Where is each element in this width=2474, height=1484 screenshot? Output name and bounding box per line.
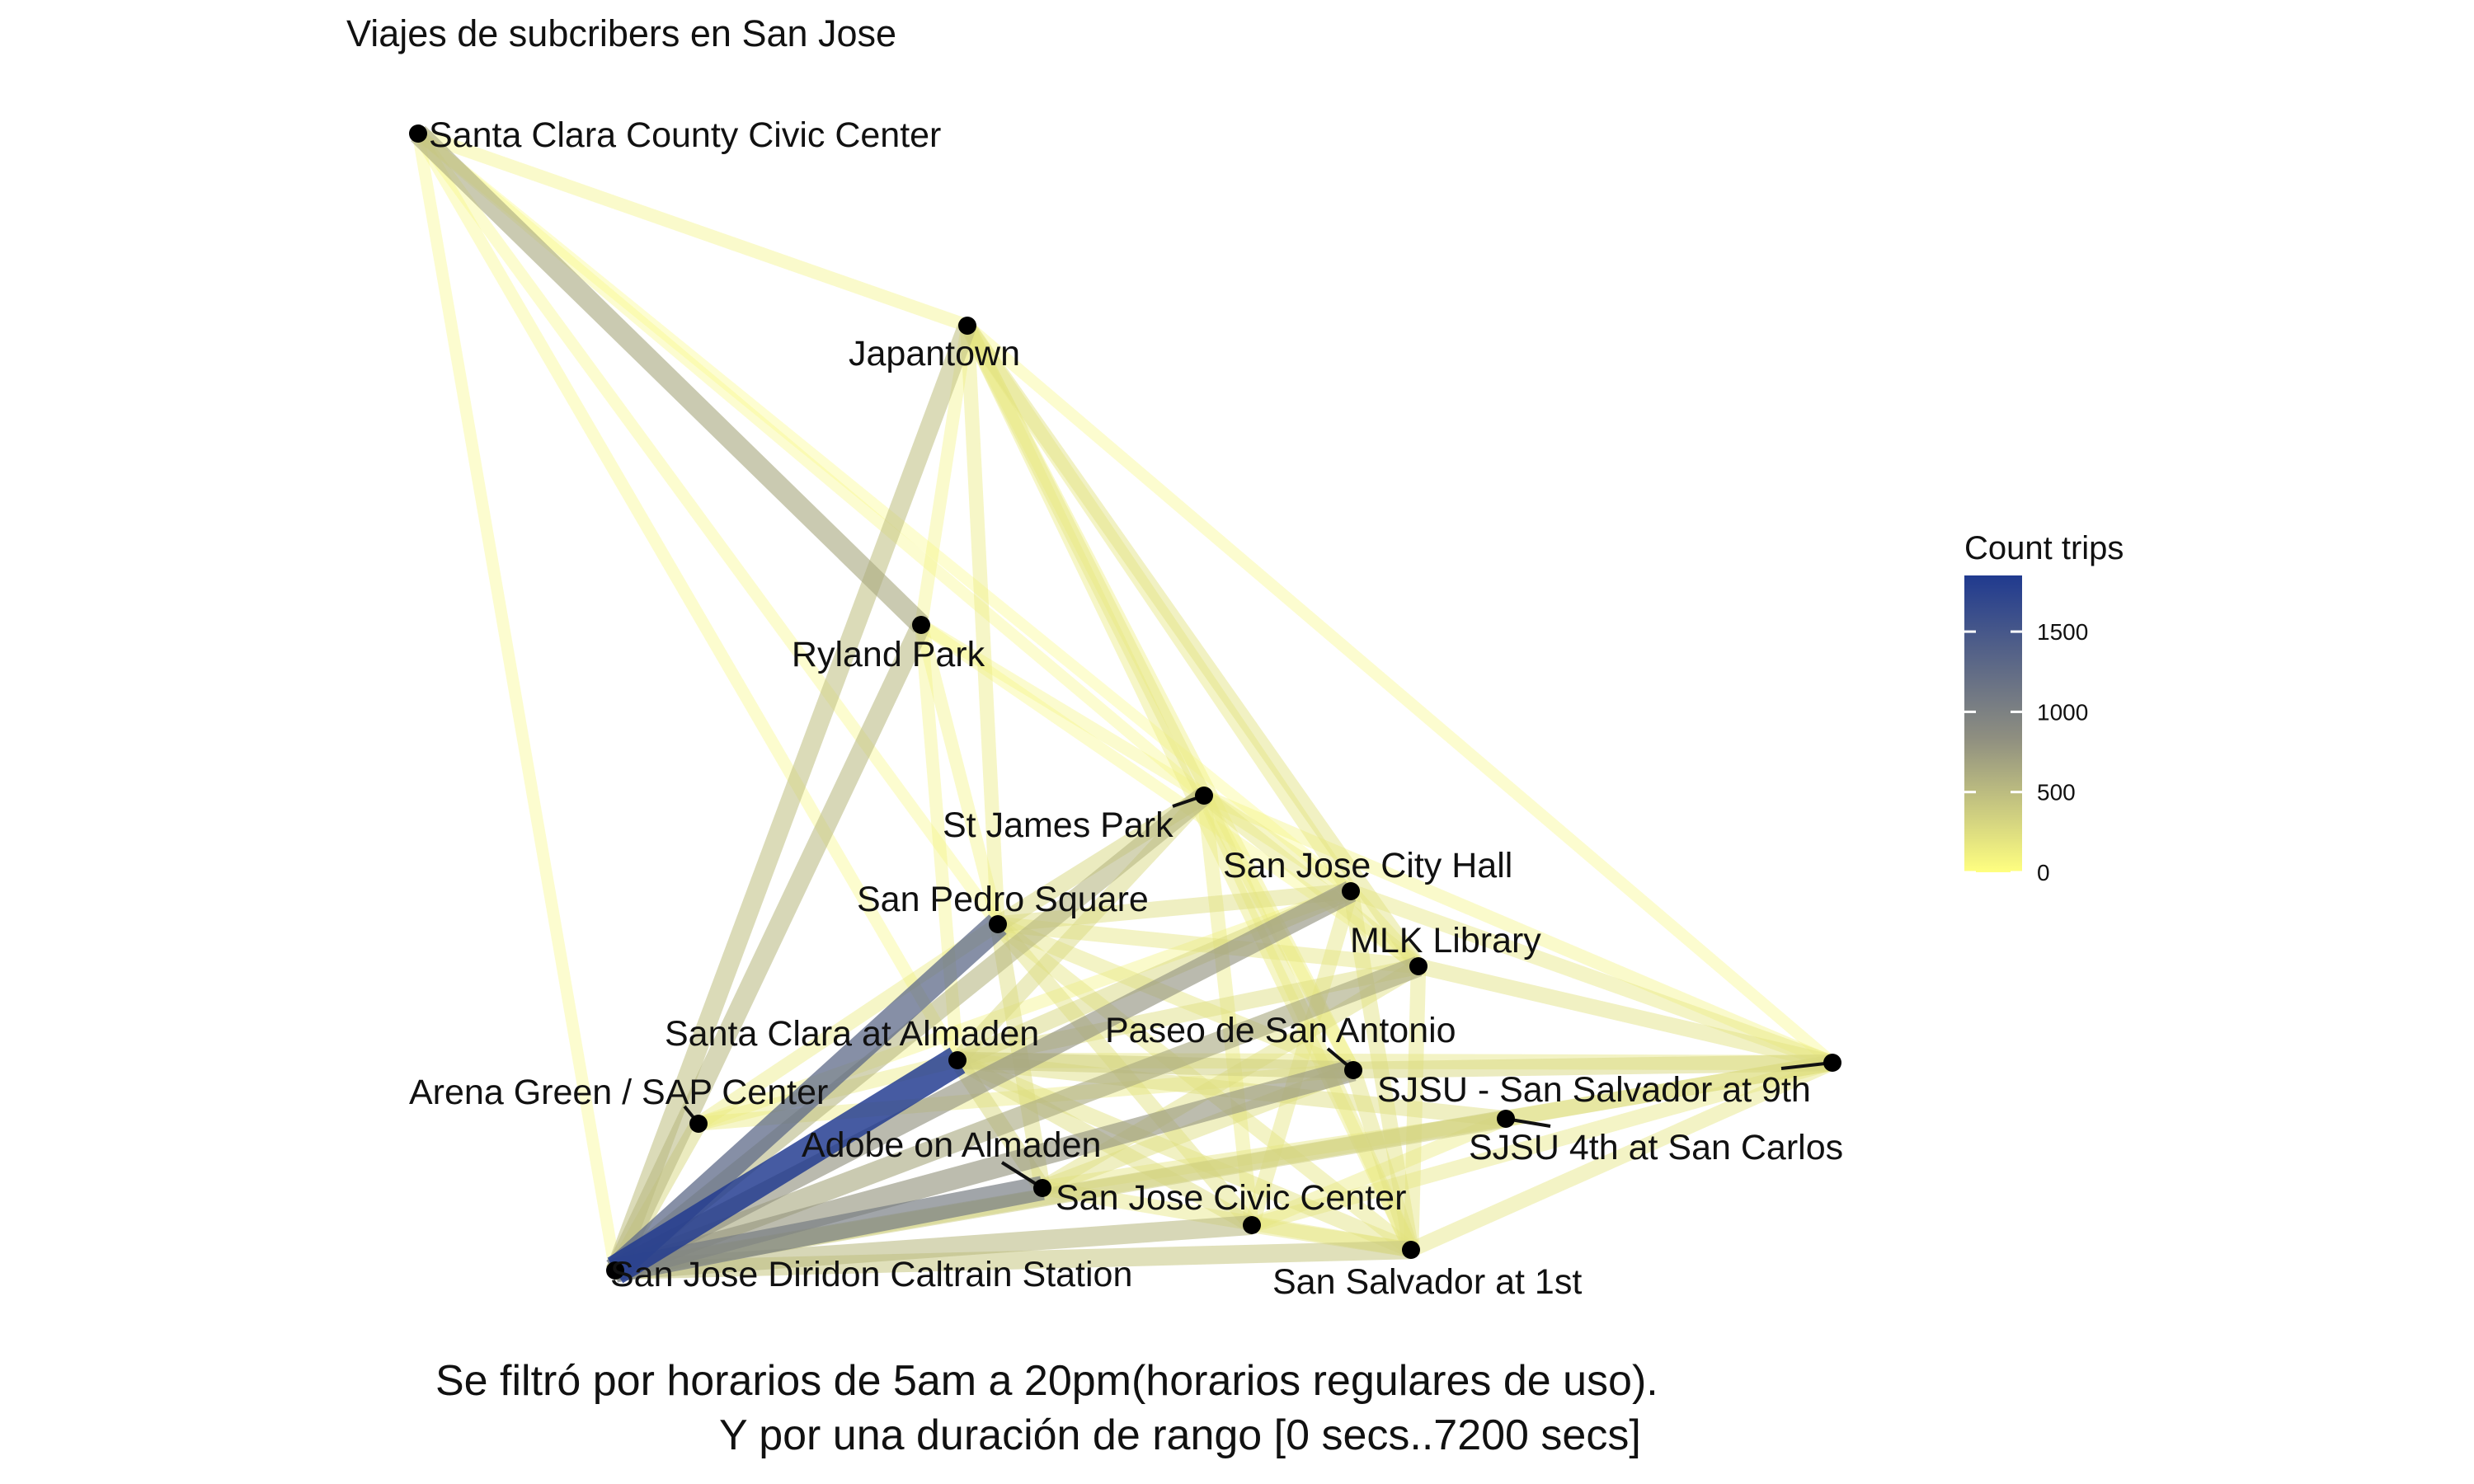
station-node-sjsu4	[1497, 1110, 1515, 1128]
edge-ss1-sca	[954, 1053, 1414, 1257]
station-node-ss1	[1402, 1241, 1420, 1259]
edge-ryl-stj	[918, 619, 1207, 801]
edge-jap-stj	[960, 322, 1211, 800]
station-label-sjcc: San Jose Civic Center	[1056, 1178, 1406, 1218]
edge-sccc-sca	[412, 130, 963, 1064]
station-node-mlk	[1409, 957, 1427, 975]
station-node-diridon	[606, 1261, 624, 1280]
station-label-sjsu4: SJSU 4th at San Carlos	[1469, 1128, 1843, 1167]
station-label-mlk: MLK Library	[1350, 921, 1541, 960]
caption-line-1: Se filtró por horarios de 5am a 20pm(hor…	[435, 1357, 1658, 1405]
station-node-sjsu9	[1823, 1054, 1841, 1072]
edge-jap-ryl	[915, 324, 974, 627]
node-label-layer: Santa Clara County Civic Center Japantown…	[409, 115, 1843, 1302]
edge-sjch-sjcc	[1244, 889, 1358, 1228]
edge-sjsu4-sjsu9	[1504, 1054, 1834, 1127]
legend-tick-label-1: 500	[2037, 780, 2076, 805]
edge-psa-ss1	[1345, 1068, 1419, 1252]
edge-stj-ss1	[1197, 792, 1418, 1253]
station-node-sps	[989, 915, 1007, 933]
station-label-psa: Paseo de San Antonio	[1105, 1011, 1456, 1050]
edge-sjch-sjsu9	[1348, 884, 1836, 1070]
station-label-stj: St James Park	[943, 805, 1174, 845]
legend-title: Count trips	[1964, 530, 2124, 566]
edge-jap-mlk	[961, 321, 1425, 971]
edge-psa-sps	[995, 917, 1357, 1078]
edge-stj-sjcc	[1197, 795, 1259, 1226]
edge-diridon-sjcc	[614, 1215, 1253, 1280]
edge-jap-psa	[961, 322, 1360, 1073]
station-node-sccc	[409, 124, 427, 143]
station-label-arena: Arena Green / SAP Center	[409, 1073, 828, 1112]
edge-jap-sjch	[961, 321, 1357, 896]
station-node-ryl	[912, 616, 930, 634]
edge-sccc-sps	[413, 129, 1003, 928]
legend-tick-label-3: 1500	[2037, 619, 2088, 645]
station-node-stj	[1195, 787, 1213, 805]
legend-tick-label-0: 0	[2037, 860, 2050, 885]
edge-jap-sps	[960, 325, 1005, 925]
edge-sccc-sjch	[414, 129, 1355, 896]
edge-sjsu4-sjcc	[1249, 1111, 1509, 1233]
edge-diridon-jap	[606, 322, 976, 1275]
edge-stj-sjch	[1200, 789, 1355, 898]
edge-sjch-mlk	[1345, 886, 1424, 971]
station-node-sjcc	[1243, 1216, 1261, 1234]
edge-layer	[411, 125, 1837, 1284]
edge-diridon-sca	[607, 1047, 966, 1284]
edge-ss1-sps	[993, 918, 1416, 1256]
legend: Count trips 0 500 1000 1500	[1964, 530, 2124, 885]
station-label-ss1: San Salvador at 1st	[1272, 1262, 1582, 1302]
legend-colorbar	[1964, 575, 2022, 872]
station-node-adobe	[1033, 1179, 1051, 1197]
station-label-diridon: San Jose Diridon Caltrain Station	[610, 1255, 1132, 1294]
graph-title: Viajes de subcribers en San Jose	[346, 12, 896, 54]
edge-psa-sjsu9	[1352, 1054, 1833, 1079]
edge-diridon-sccc	[412, 132, 622, 1272]
edge-diridon-adobe	[613, 1176, 1045, 1283]
edge-sjsu9-sjcc	[1249, 1055, 1835, 1233]
station-node-sca	[948, 1051, 967, 1069]
station-label-sjsu9: SJSU - San Salvador at 9th	[1377, 1070, 1811, 1110]
node-layer	[409, 124, 1841, 1280]
edge-jap-ss1	[961, 322, 1418, 1253]
edge-sccc-stj	[414, 129, 1208, 801]
caption-line-2: Y por una duración de rango [0 secs..720…	[719, 1411, 1641, 1459]
station-node-arena	[689, 1115, 708, 1133]
edge-diridon-sps	[606, 914, 1007, 1280]
edge-diridon-ryl	[606, 620, 930, 1275]
station-label-adobe: Adobe on Almaden	[802, 1125, 1101, 1165]
edge-sjsu9-ss1	[1408, 1055, 1836, 1257]
edge-diridon-mlk	[611, 956, 1423, 1280]
edge-mlk-adobe	[1038, 959, 1423, 1195]
station-label-sca: Santa Clara at Almaden	[665, 1014, 1039, 1054]
edge-stj-sjsu9	[1201, 789, 1836, 1069]
station-label-sps: San Pedro Square	[857, 880, 1149, 919]
legend-tick-label-2: 1000	[2037, 699, 2088, 725]
station-label-sccc: Santa Clara County Civic Center	[429, 115, 941, 155]
station-label-sjch: San Jose City Hall	[1223, 846, 1512, 885]
edge-mlk-ss1	[1403, 965, 1427, 1251]
edge-jap-sjsu9	[963, 321, 1837, 1068]
station-label-ryl: Ryland Park	[792, 635, 985, 674]
station-node-sjch	[1342, 882, 1360, 900]
edge-sccc-jap	[416, 127, 970, 332]
legend-ticks: 0 500 1000 1500	[1964, 619, 2088, 885]
station-label-jap: Japantown	[849, 334, 1020, 373]
station-node-psa	[1344, 1061, 1362, 1079]
edge-mlk-sjsu9	[1416, 958, 1835, 1071]
station-node-jap	[958, 317, 976, 335]
edge-sccc-ryl	[411, 125, 929, 633]
edge-stj-mlk	[1199, 789, 1423, 973]
edge-ryl-sps	[915, 623, 1004, 926]
